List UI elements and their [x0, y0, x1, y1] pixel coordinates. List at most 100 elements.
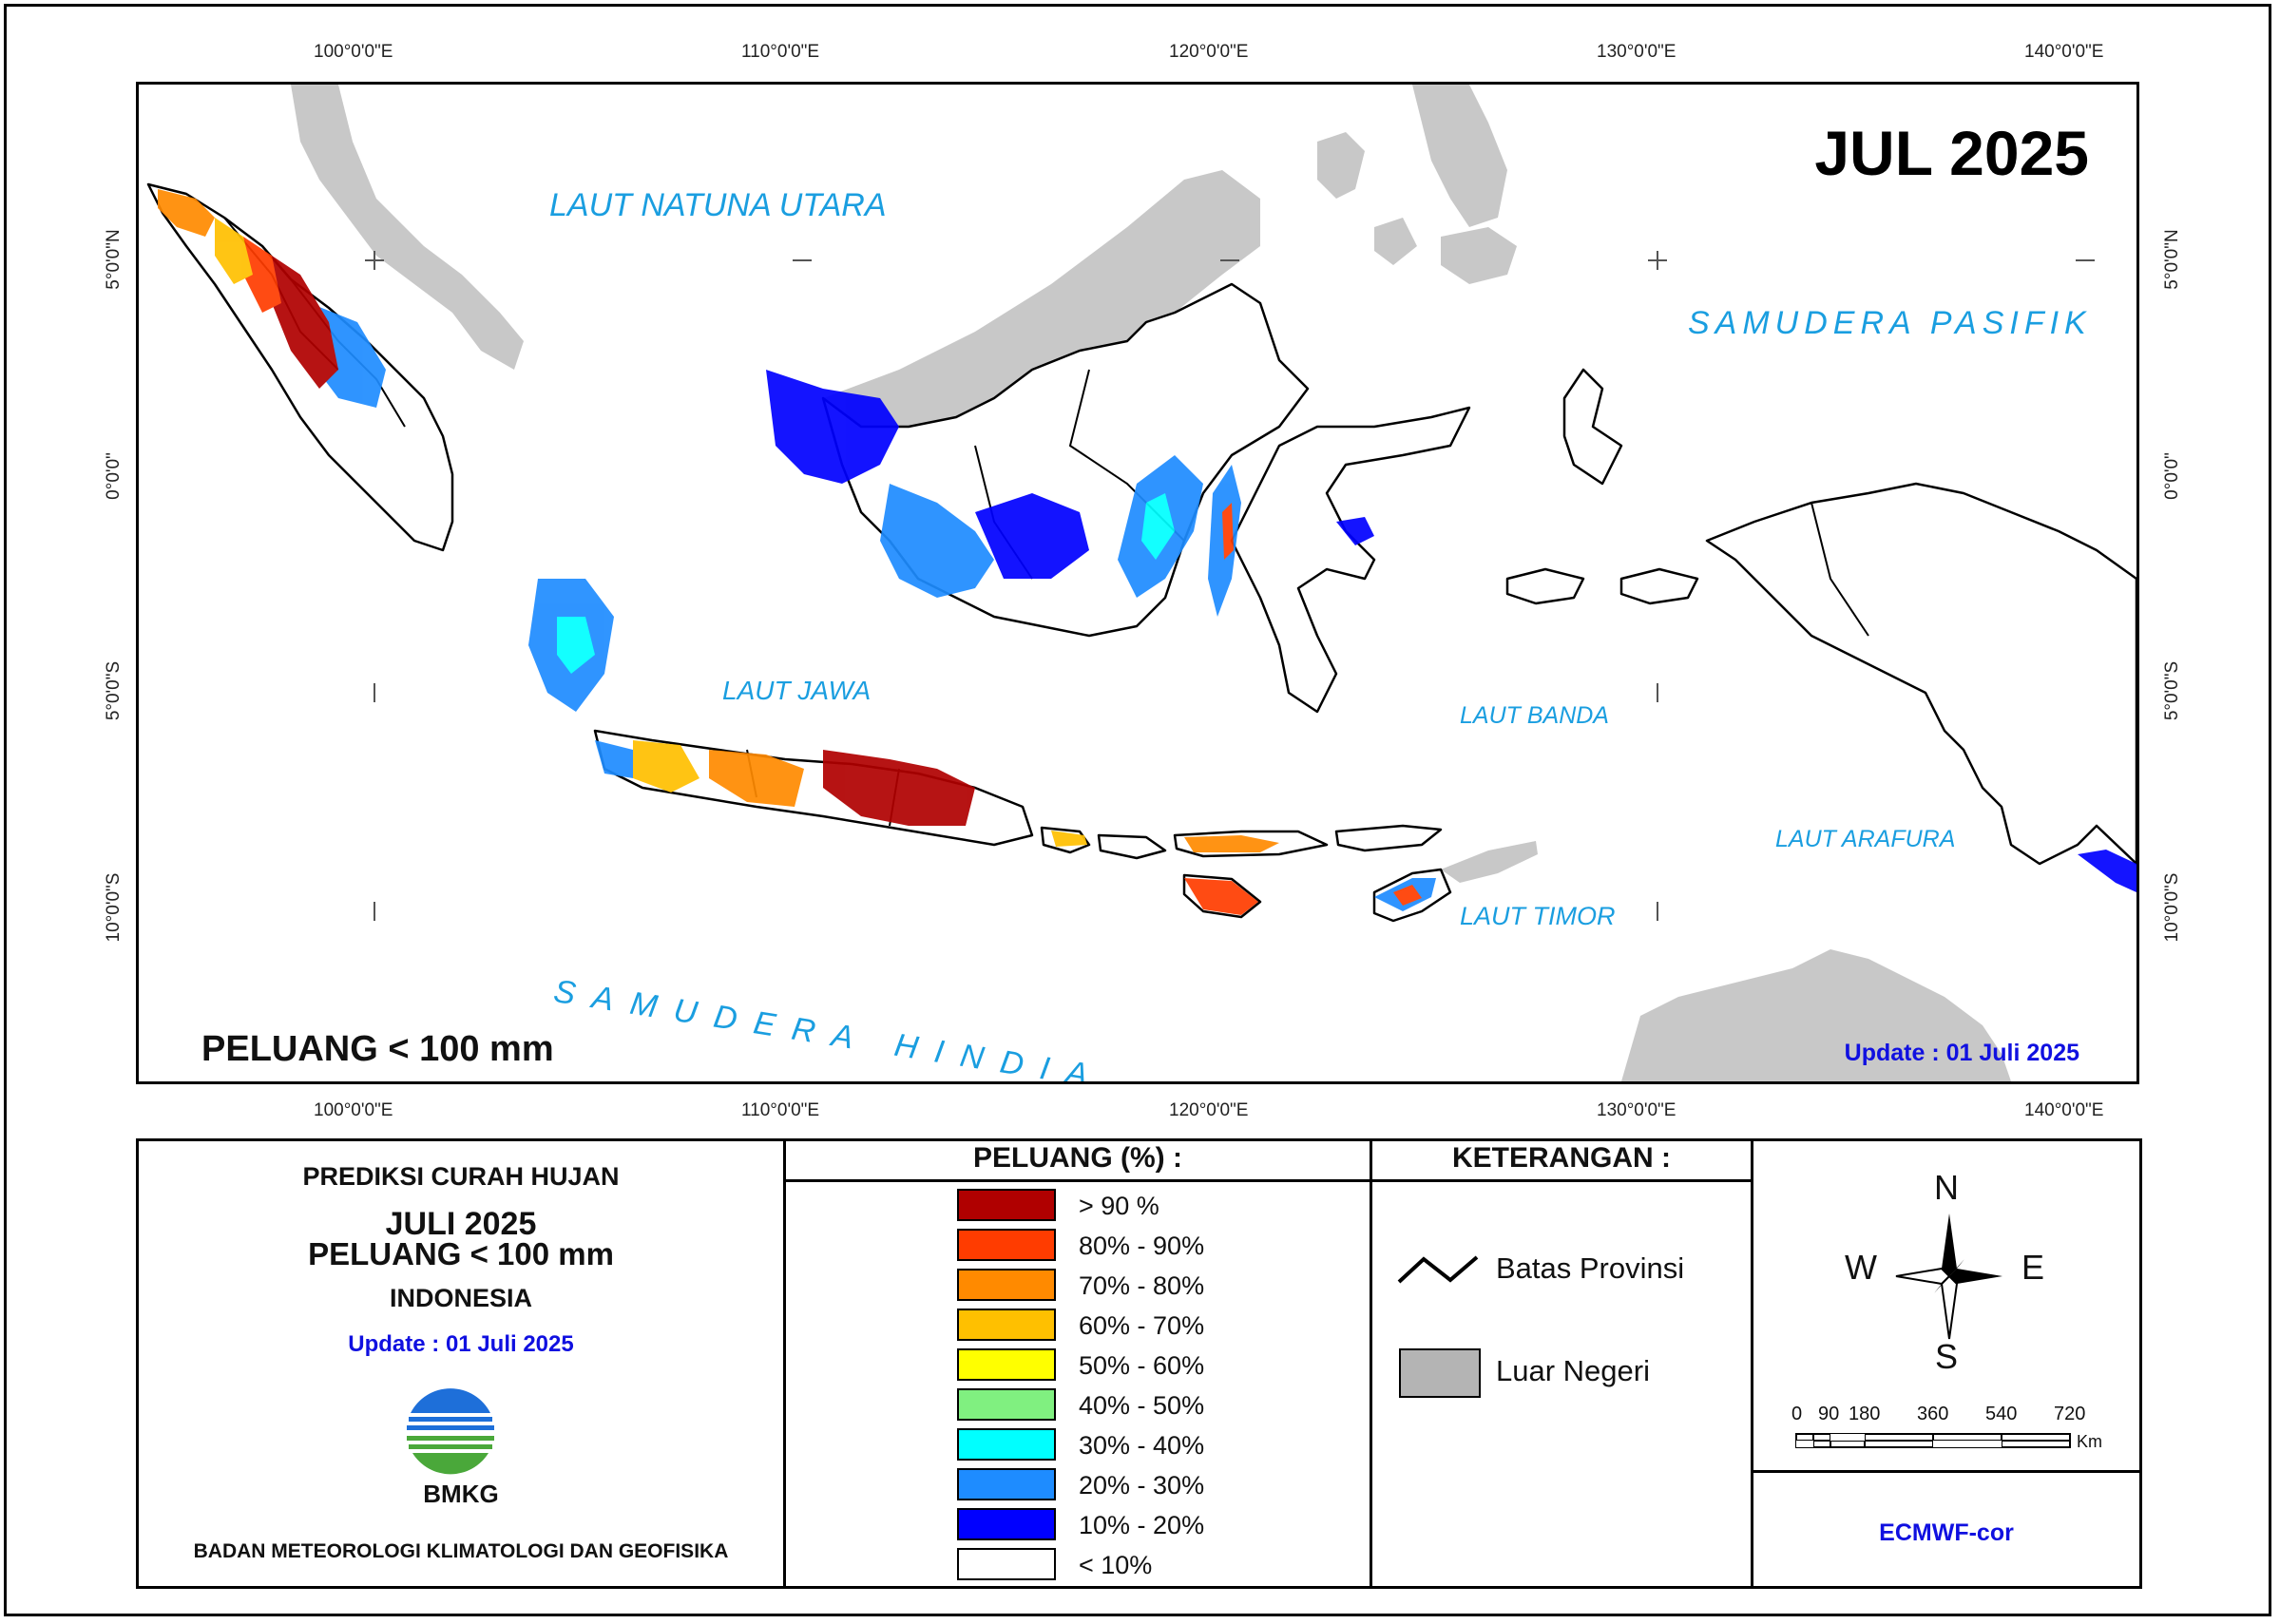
philippines — [1317, 85, 1517, 284]
legend-label: 80% - 90% — [1079, 1232, 1205, 1260]
lat-tick-right-5n: 5°0'0"N — [2162, 229, 2182, 290]
foreign-land — [291, 85, 2011, 1081]
legend-label: 50% - 60% — [1079, 1351, 1205, 1380]
scale-label-90: 90 — [1818, 1404, 1840, 1424]
legend-item: 40% - 50% — [957, 1386, 1271, 1423]
legend-label: 60% - 70% — [1079, 1311, 1205, 1340]
info-variable: PELUANG < 100 mm — [308, 1236, 614, 1271]
scale-label-720: 720 — [2054, 1404, 2086, 1424]
legend-swatch — [957, 1468, 1056, 1500]
compass-w: W — [1845, 1248, 1877, 1287]
legend-item: 30% - 40% — [957, 1426, 1271, 1462]
sea-label-arafura: LAUT ARAFURA — [1775, 826, 1956, 852]
panel-divider — [1753, 1470, 2139, 1473]
sea-label-banda: LAUT BANDA — [1460, 702, 1609, 729]
legend-swatch — [957, 1428, 1056, 1461]
map-variable-label: PELUANG < 100 mm — [201, 1029, 554, 1069]
sea-label-pasifik: SAMUDERA PASIFIK — [1688, 305, 2092, 341]
map-canvas — [146, 85, 2136, 1081]
scale-label-540: 540 — [1985, 1404, 2018, 1424]
legend-swatch — [957, 1348, 1056, 1381]
sea-label-jawa: LAUT JAWA — [722, 676, 872, 705]
lat-tick-right-0: 0°0'0" — [2162, 452, 2182, 500]
legend-label: 70% - 80% — [1079, 1271, 1205, 1300]
lat-tick-left-10s: 10°0'0"S — [104, 872, 124, 943]
info-update: Update : 01 Juli 2025 — [348, 1331, 574, 1357]
legend-item: < 10% — [957, 1546, 1271, 1582]
lon-tick-top-120: 120°0'0"E — [1169, 42, 1249, 62]
info-region: INDONESIA — [389, 1284, 533, 1312]
legend-swatch — [957, 1388, 1056, 1421]
compass-n: N — [1934, 1168, 1959, 1207]
australia — [1621, 949, 2011, 1081]
lat-tick-left-0: 0°0'0" — [104, 452, 124, 500]
lon-tick-bottom-140: 140°0'0"E — [2024, 1100, 2104, 1120]
info-month: JULI 2025 — [385, 1206, 537, 1242]
legend-item: 70% - 80% — [957, 1267, 1271, 1303]
compass-e: E — [2021, 1248, 2045, 1287]
north-scale-panel: N W E S 0 90 180 360 540 720 Km ECMWF-co… — [1751, 1138, 2142, 1589]
scale-label-360: 360 — [1917, 1404, 1949, 1424]
legend-item: 10% - 20% — [957, 1506, 1271, 1542]
keterangan-title: KETERANGAN : — [1372, 1141, 1751, 1182]
foreign-land-swatch — [1399, 1348, 1481, 1398]
legend-item: > 90 % — [957, 1187, 1271, 1223]
legend-label: 20% - 30% — [1079, 1471, 1205, 1500]
bmkg-logo — [406, 1387, 495, 1477]
legend-item: 60% - 70% — [957, 1307, 1271, 1343]
scale-unit: Km — [2077, 1432, 2102, 1451]
lat-tick-right-10s: 10°0'0"S — [2162, 872, 2182, 943]
map-panel: JUL 2025 LAUT NATUNA UTARA SAMUDERA PASI… — [136, 82, 2139, 1084]
outer-frame — [4, 4, 2271, 1616]
compass-rose-icon — [1895, 1213, 2002, 1340]
lon-tick-bottom-110: 110°0'0"E — [741, 1100, 820, 1120]
scale-label-180: 180 — [1849, 1404, 1881, 1424]
map-update-label: Update : 01 Juli 2025 — [1844, 1040, 2079, 1066]
legend-list: > 90 % 80% - 90% 70% - 80% 60% - 70% 50%… — [957, 1187, 1271, 1586]
malay-peninsula — [291, 85, 524, 370]
lat-tick-right-5s: 5°0'0"S — [2162, 660, 2182, 721]
lon-tick-top-140: 140°0'0"E — [2024, 42, 2104, 62]
scale-bar — [1795, 1433, 2071, 1448]
agency-name: BADAN METEOROLOGI KLIMATOLOGI DAN GEOFIS… — [193, 1540, 729, 1562]
info-heading: PREDIKSI CURAH HUJAN — [302, 1162, 620, 1191]
lon-tick-top-130: 130°0'0"E — [1597, 42, 1676, 62]
sea-label-timor: LAUT TIMOR — [1460, 902, 1616, 930]
timor-leste — [1441, 841, 1538, 883]
lon-tick-bottom-120: 120°0'0"E — [1169, 1100, 1249, 1120]
sea-label-natuna: LAUT NATUNA UTARA — [549, 187, 887, 223]
legend-item: 20% - 30% — [957, 1466, 1271, 1502]
foreign-label: Luar Negeri — [1496, 1354, 1650, 1387]
lon-tick-bottom-130: 130°0'0"E — [1597, 1100, 1676, 1120]
papua — [1705, 482, 2136, 866]
sulawesi — [1230, 406, 1471, 714]
probability-overlay — [158, 189, 2136, 915]
info-panel: PREDIKSI CURAH HUJAN JULI 2025 PELUANG <… — [136, 1138, 786, 1589]
model-label: ECMWF-cor — [1879, 1519, 2014, 1546]
legend-swatch — [957, 1548, 1056, 1580]
compass-s: S — [1934, 1337, 1958, 1376]
legend-label: < 10% — [1079, 1551, 1153, 1579]
lat-tick-left-5n: 5°0'0"N — [104, 229, 124, 290]
legend-swatch — [957, 1189, 1056, 1221]
keterangan-panel: KETERANGAN : Batas Provinsi Luar Negeri — [1370, 1138, 1753, 1589]
legend-label: > 90 % — [1079, 1192, 1159, 1220]
borneo-north — [823, 170, 1260, 427]
legend-title: PELUANG (%) : — [786, 1141, 1370, 1182]
lon-tick-bottom-100: 100°0'0"E — [314, 1100, 393, 1120]
lat-tick-left-5s: 5°0'0"S — [104, 660, 124, 721]
maluku-halmahera — [1505, 368, 1699, 605]
legend-label: 10% - 20% — [1079, 1511, 1205, 1539]
legend-label: 40% - 50% — [1079, 1391, 1205, 1420]
legend-swatch — [957, 1508, 1056, 1540]
logo-text: BMKG — [423, 1480, 499, 1508]
lon-tick-top-110: 110°0'0"E — [741, 42, 820, 62]
legend-item: 80% - 90% — [957, 1227, 1271, 1263]
legend-panel: PELUANG (%) : > 90 % 80% - 90% 70% - 80%… — [783, 1138, 1372, 1589]
legend-label: 30% - 40% — [1079, 1431, 1205, 1460]
legend-swatch — [957, 1269, 1056, 1301]
legend-swatch — [957, 1229, 1056, 1261]
boundary-label: Batas Provinsi — [1496, 1251, 1685, 1285]
map-period-label: JUL 2025 — [1814, 118, 2089, 188]
lon-tick-top-100: 100°0'0"E — [314, 42, 393, 62]
